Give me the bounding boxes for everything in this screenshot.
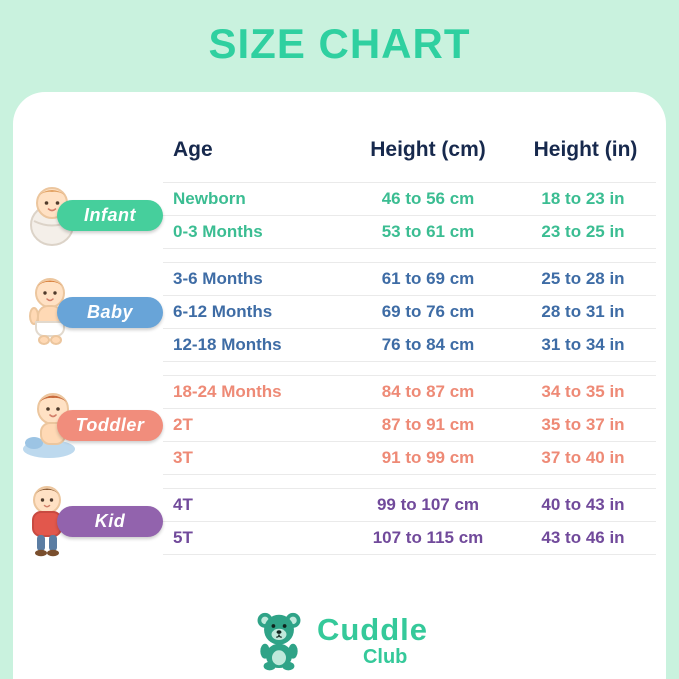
- age-cell: Newborn: [173, 189, 246, 208]
- group-kid: Kid 4T 99 to 107 cm 40 to 43 in 5T 107 t…: [13, 485, 666, 556]
- table-row: 3T 91 to 99 cm 37 to 40 in: [163, 442, 656, 475]
- height-in-cell: 25 to 28 in: [541, 269, 625, 288]
- height-in-cell: 40 to 43 in: [541, 495, 625, 514]
- age-cell: 0-3 Months: [173, 222, 263, 241]
- age-cell: 4T: [173, 495, 193, 514]
- kid-rows: 4T 99 to 107 cm 40 to 43 in 5T 107 to 11…: [163, 488, 656, 555]
- size-chart-card: Age Height (cm) Height (in) Infant Newbo…: [13, 92, 666, 679]
- toddler-illustration: [23, 393, 75, 458]
- table-row: 6-12 Months 69 to 76 cm 28 to 31 in: [163, 296, 656, 329]
- brand-subname: Club: [362, 645, 408, 668]
- header-age: Age: [173, 138, 213, 161]
- height-cm-cell: 61 to 69 cm: [381, 269, 475, 288]
- age-cell: 2T: [173, 415, 193, 434]
- toddler-badge: Toddler: [57, 409, 163, 441]
- height-in-cell: 37 to 40 in: [541, 448, 625, 467]
- infant-badge-zone: Infant: [13, 182, 163, 249]
- table-row: 12-18 Months 76 to 84 cm 31 to 34 in: [163, 329, 656, 362]
- header-height-in: Height (in): [533, 138, 638, 161]
- age-cell: 12-18 Months: [173, 335, 282, 354]
- height-cm-cell: 99 to 107 cm: [376, 495, 480, 514]
- toddler-rows: 18-24 Months 84 to 87 cm 34 to 35 in 2T …: [163, 375, 656, 475]
- table-row: 18-24 Months 84 to 87 cm 34 to 35 in: [163, 376, 656, 409]
- age-cell: 3T: [173, 448, 193, 467]
- height-cm-cell: 46 to 56 cm: [381, 189, 475, 208]
- kid-badge-zone: Kid: [13, 485, 163, 556]
- header-height-cm: Height (cm): [370, 138, 486, 161]
- table-header: Age Height (cm) Height (in): [163, 138, 666, 162]
- group-baby: Baby 3-6 Months 61 to 69 cm 25 to 28 in …: [13, 262, 666, 362]
- height-in-cell: 31 to 34 in: [541, 335, 625, 354]
- height-cm-cell: 53 to 61 cm: [381, 222, 475, 241]
- age-cell: 5T: [173, 528, 193, 547]
- age-cell: 18-24 Months: [173, 382, 282, 401]
- height-in-cell: 28 to 31 in: [541, 302, 625, 321]
- baby-badge-zone: Baby: [13, 262, 163, 362]
- kid-illustration: [32, 485, 62, 556]
- brand-logo: Cuddle Club: [13, 609, 666, 671]
- table-row: 4T 99 to 107 cm 40 to 43 in: [163, 489, 656, 522]
- height-cm-cell: 107 to 115 cm: [372, 528, 484, 547]
- brand-name: Cuddle: [316, 611, 429, 647]
- kid-badge: Kid: [57, 506, 163, 537]
- group-toddler: Toddler 18-24 Months 84 to 87 cm 34 to 3…: [13, 375, 666, 475]
- infant-badge: Infant: [57, 200, 163, 231]
- age-cell: 6-12 Months: [173, 302, 273, 321]
- height-cm-cell: 69 to 76 cm: [381, 302, 475, 321]
- teddy-bear-icon: [257, 612, 301, 671]
- table-row: 2T 87 to 91 cm 35 to 37 in: [163, 409, 656, 442]
- page-title: SIZE CHART: [208, 20, 471, 67]
- height-in-cell: 35 to 37 in: [541, 415, 625, 434]
- height-in-cell: 23 to 25 in: [541, 222, 625, 241]
- group-infant: Infant Newborn 46 to 56 cm 18 to 23 in 0…: [13, 182, 666, 249]
- toddler-badge-zone: Toddler: [13, 375, 163, 475]
- baby-badge: Baby: [57, 296, 163, 328]
- height-in-cell: 43 to 46 in: [541, 528, 625, 547]
- baby-rows: 3-6 Months 61 to 69 cm 25 to 28 in 6-12 …: [163, 262, 656, 362]
- height-in-cell: 34 to 35 in: [541, 382, 625, 401]
- height-in-cell: 18 to 23 in: [541, 189, 625, 208]
- brand-text: Cuddle Club: [317, 612, 428, 669]
- age-cell: 3-6 Months: [173, 269, 263, 288]
- height-cm-cell: 84 to 87 cm: [381, 382, 475, 401]
- height-cm-cell: 76 to 84 cm: [381, 335, 475, 354]
- table-row: 0-3 Months 53 to 61 cm 23 to 25 in: [163, 216, 656, 249]
- table-row: 3-6 Months 61 to 69 cm 25 to 28 in: [163, 263, 656, 296]
- table-row: Newborn 46 to 56 cm 18 to 23 in: [163, 183, 656, 216]
- height-cm-cell: 87 to 91 cm: [381, 415, 475, 434]
- table-row: 5T 107 to 115 cm 43 to 46 in: [163, 522, 656, 555]
- height-cm-cell: 91 to 99 cm: [381, 448, 475, 467]
- infant-rows: Newborn 46 to 56 cm 18 to 23 in 0-3 Mont…: [163, 182, 656, 249]
